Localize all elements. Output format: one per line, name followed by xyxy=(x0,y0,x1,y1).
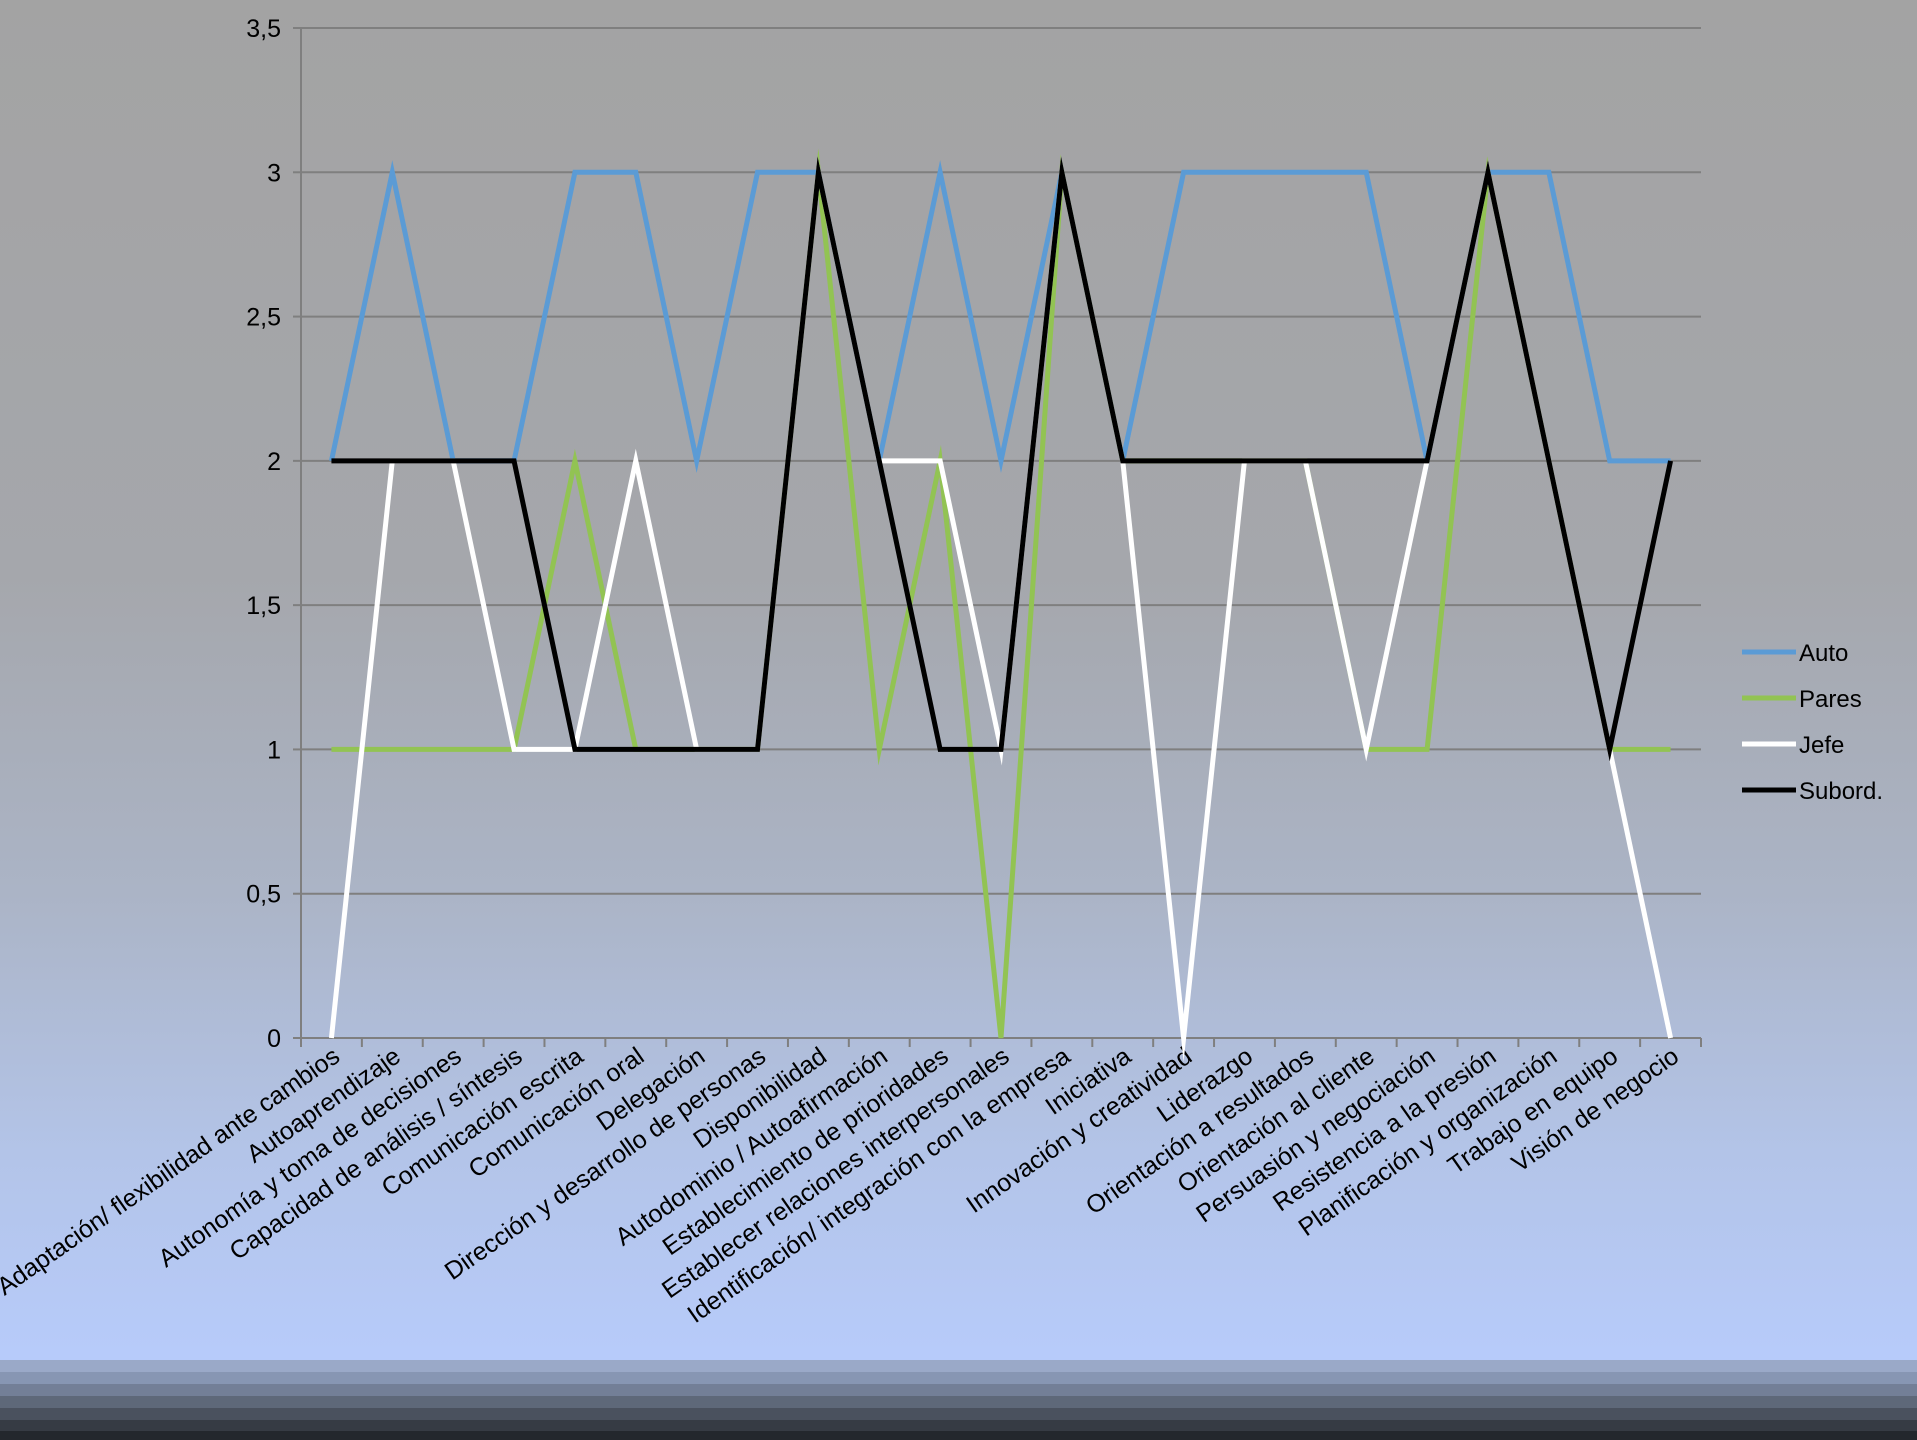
series-line-pares xyxy=(331,148,1671,1039)
stripe xyxy=(0,1420,1917,1431)
y-tick-label: 2,5 xyxy=(246,304,281,332)
stripe xyxy=(0,1396,1917,1408)
y-axis: 0 0,5 1 1,5 2 2,5 3 3,5 xyxy=(246,15,302,1053)
legend: Auto Pares Jefe Subord. xyxy=(1742,640,1883,805)
legend-label: Auto xyxy=(1799,640,1848,667)
stripe xyxy=(0,1431,1917,1440)
x-axis: Adaptación/ flexibilidad ante cambiosAut… xyxy=(0,1037,1702,1329)
y-tick-label: 2 xyxy=(267,448,281,476)
series-line-subord xyxy=(331,156,1674,762)
legend-label: Pares xyxy=(1799,686,1862,713)
stripe xyxy=(0,1360,1917,1372)
legend-label: Subord. xyxy=(1799,778,1883,805)
stripe xyxy=(0,1408,1917,1420)
series-group xyxy=(328,148,1674,1062)
y-tick-label: 0 xyxy=(267,1025,281,1053)
y-tick-label: 3,5 xyxy=(246,15,281,43)
y-tick-label: 3 xyxy=(267,159,281,187)
y-tick-label: 1,5 xyxy=(246,592,281,620)
y-tick-label: 0,5 xyxy=(246,881,281,909)
stripe xyxy=(0,1372,1917,1384)
legend-label: Jefe xyxy=(1799,732,1844,759)
stripe xyxy=(0,1384,1917,1396)
y-tick-label: 1 xyxy=(267,736,281,764)
